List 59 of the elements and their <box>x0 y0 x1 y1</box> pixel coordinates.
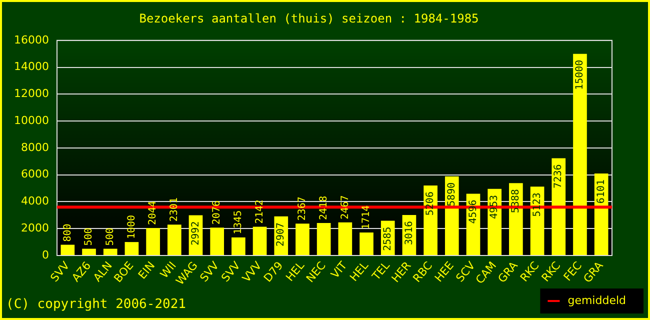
data-label: 2142 <box>254 200 266 224</box>
data-label: 7236 <box>553 164 564 188</box>
x-tick-label: EIN <box>136 259 158 282</box>
y-tick-label: 6000 <box>20 168 49 181</box>
bar <box>232 237 246 255</box>
data-label: 5388 <box>510 189 522 214</box>
data-label: 15000 <box>574 60 586 90</box>
y-tick-label: 2000 <box>20 221 49 234</box>
data-label: 800 <box>62 224 74 242</box>
bar <box>296 224 310 255</box>
bar <box>252 226 267 255</box>
data-label: 5206 <box>425 192 436 216</box>
y-tick-label: 8000 <box>20 140 49 154</box>
y-tick-label: 16000 <box>14 33 49 46</box>
data-label: 2418 <box>318 196 330 220</box>
data-label: 2076 <box>212 200 223 225</box>
y-tick-label: 12000 <box>14 87 49 100</box>
bar <box>316 222 331 255</box>
data-label: 1714 <box>361 205 372 230</box>
bar <box>552 158 566 255</box>
bar <box>146 228 160 255</box>
y-tick-label: 4000 <box>20 194 49 208</box>
data-label: 2907 <box>276 222 287 247</box>
data-label: 4596 <box>468 200 479 224</box>
x-tick-label: TEL <box>369 258 393 284</box>
bar <box>338 222 352 255</box>
x-tick-label: GRA <box>580 258 606 286</box>
data-label: 5123 <box>532 192 543 217</box>
data-label: 4953 <box>489 194 500 220</box>
data-label: 2367 <box>297 196 308 221</box>
data-label: 500 <box>84 228 95 246</box>
legend-label: gemiddeld <box>568 294 626 307</box>
y-tick-label: 10000 <box>14 114 49 127</box>
data-label: 5890 <box>446 182 458 206</box>
bar <box>103 248 118 255</box>
chart-title: Bezoekers aantallen (thuis) seizoen : 1984-1985 <box>139 11 479 26</box>
bar <box>573 54 587 255</box>
data-label: 3016 <box>404 220 415 246</box>
bar <box>124 242 139 255</box>
data-label: 2467 <box>340 195 351 220</box>
bar <box>360 232 374 255</box>
text: (C) copyright 2006-2021 <box>6 297 186 312</box>
data-label: 500 <box>104 228 116 246</box>
data-label: 2992 <box>190 221 202 246</box>
y-tick-label: 14000 <box>14 60 49 74</box>
data-label: 1000 <box>126 214 138 240</box>
bar <box>60 244 75 255</box>
bar <box>167 224 182 255</box>
data-label: 2585 <box>382 226 394 251</box>
bar <box>82 248 96 255</box>
x-tick-label: GRA <box>496 258 521 286</box>
data-label: 2044 <box>148 200 159 226</box>
data-label: 1345 <box>233 210 244 234</box>
data-label: 2301 <box>168 197 180 222</box>
bar <box>210 228 224 255</box>
data-label: 6101 <box>596 179 607 204</box>
x-tick-label: VIT <box>328 258 350 281</box>
x-tick-label: HEL <box>347 258 372 284</box>
y-tick-label: 0 <box>42 248 49 262</box>
